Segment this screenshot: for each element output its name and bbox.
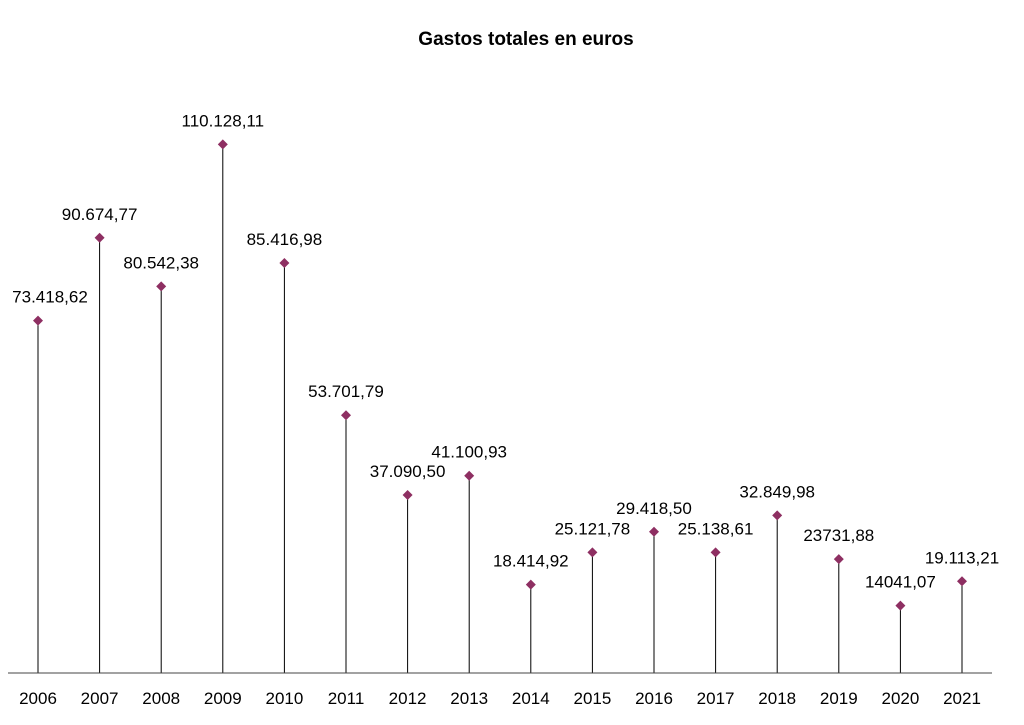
data-label-2008: 80.542,38 xyxy=(123,253,199,272)
data-point-2017 xyxy=(710,547,721,558)
data-point-2009 xyxy=(217,139,228,150)
data-point-2020 xyxy=(895,600,906,611)
data-label-2020: 14041,07 xyxy=(865,573,936,592)
data-label-2017: 25.138,61 xyxy=(678,519,754,538)
data-point-2014 xyxy=(525,579,536,590)
x-tick-2010: 2010 xyxy=(265,689,303,708)
data-label-2016: 29.418,50 xyxy=(616,499,692,518)
data-label-2015: 25.121,78 xyxy=(555,519,631,538)
data-label-2013: 41.100,93 xyxy=(431,443,507,462)
x-tick-2011: 2011 xyxy=(328,689,365,708)
data-labels-group: 73.418,62 90.674,77 80.542,38 110.128,11 85.… xyxy=(12,111,999,591)
x-tick-2019: 2019 xyxy=(820,689,858,708)
markers-group xyxy=(33,139,967,611)
x-ticks-group: 2006 2007 2008 2009 2010 2011 2012 2013 2014 2015… xyxy=(19,689,981,708)
data-point-2016 xyxy=(649,526,659,537)
x-tick-2009: 2009 xyxy=(204,689,242,708)
data-point-2015 xyxy=(587,547,598,558)
data-label-2006: 73.418,62 xyxy=(12,288,88,307)
data-point-2012 xyxy=(402,489,413,500)
x-tick-2017: 2017 xyxy=(697,689,735,708)
data-point-2018 xyxy=(772,510,783,521)
x-tick-2015: 2015 xyxy=(573,689,611,708)
data-label-2010: 85.416,98 xyxy=(247,230,323,249)
x-tick-2007: 2007 xyxy=(81,689,119,708)
x-tick-2013: 2013 xyxy=(450,689,488,708)
data-label-2009: 110.128,11 xyxy=(182,111,265,130)
x-tick-2021: 2021 xyxy=(943,689,981,708)
data-point-2021 xyxy=(957,576,967,587)
chart-title: Gastos totales en euros xyxy=(418,29,633,50)
x-tick-2008: 2008 xyxy=(142,689,180,708)
data-label-2021: 19.113,21 xyxy=(925,548,999,567)
data-point-2008 xyxy=(156,281,167,292)
data-point-2011 xyxy=(341,410,351,421)
data-label-2018: 32.849,98 xyxy=(739,482,815,501)
data-point-2007 xyxy=(94,232,105,243)
stems-group xyxy=(37,144,963,673)
data-label-2012: 37.090,50 xyxy=(370,462,446,481)
data-point-2006 xyxy=(33,315,43,326)
data-label-2007: 90.674,77 xyxy=(62,205,138,224)
x-tick-2018: 2018 xyxy=(758,689,796,708)
data-point-2019 xyxy=(833,554,844,565)
x-tick-2012: 2012 xyxy=(389,689,427,708)
data-label-2011: 53.701,79 xyxy=(308,382,384,401)
x-tick-2020: 2020 xyxy=(881,689,919,708)
x-tick-2006: 2006 xyxy=(19,689,57,708)
x-tick-2014: 2014 xyxy=(512,689,550,708)
data-label-2019: 23731,88 xyxy=(803,526,874,545)
data-label-2014: 18.414,92 xyxy=(493,552,569,571)
data-point-2010 xyxy=(279,257,290,268)
data-point-2013 xyxy=(464,470,475,481)
x-tick-2016: 2016 xyxy=(635,689,673,708)
